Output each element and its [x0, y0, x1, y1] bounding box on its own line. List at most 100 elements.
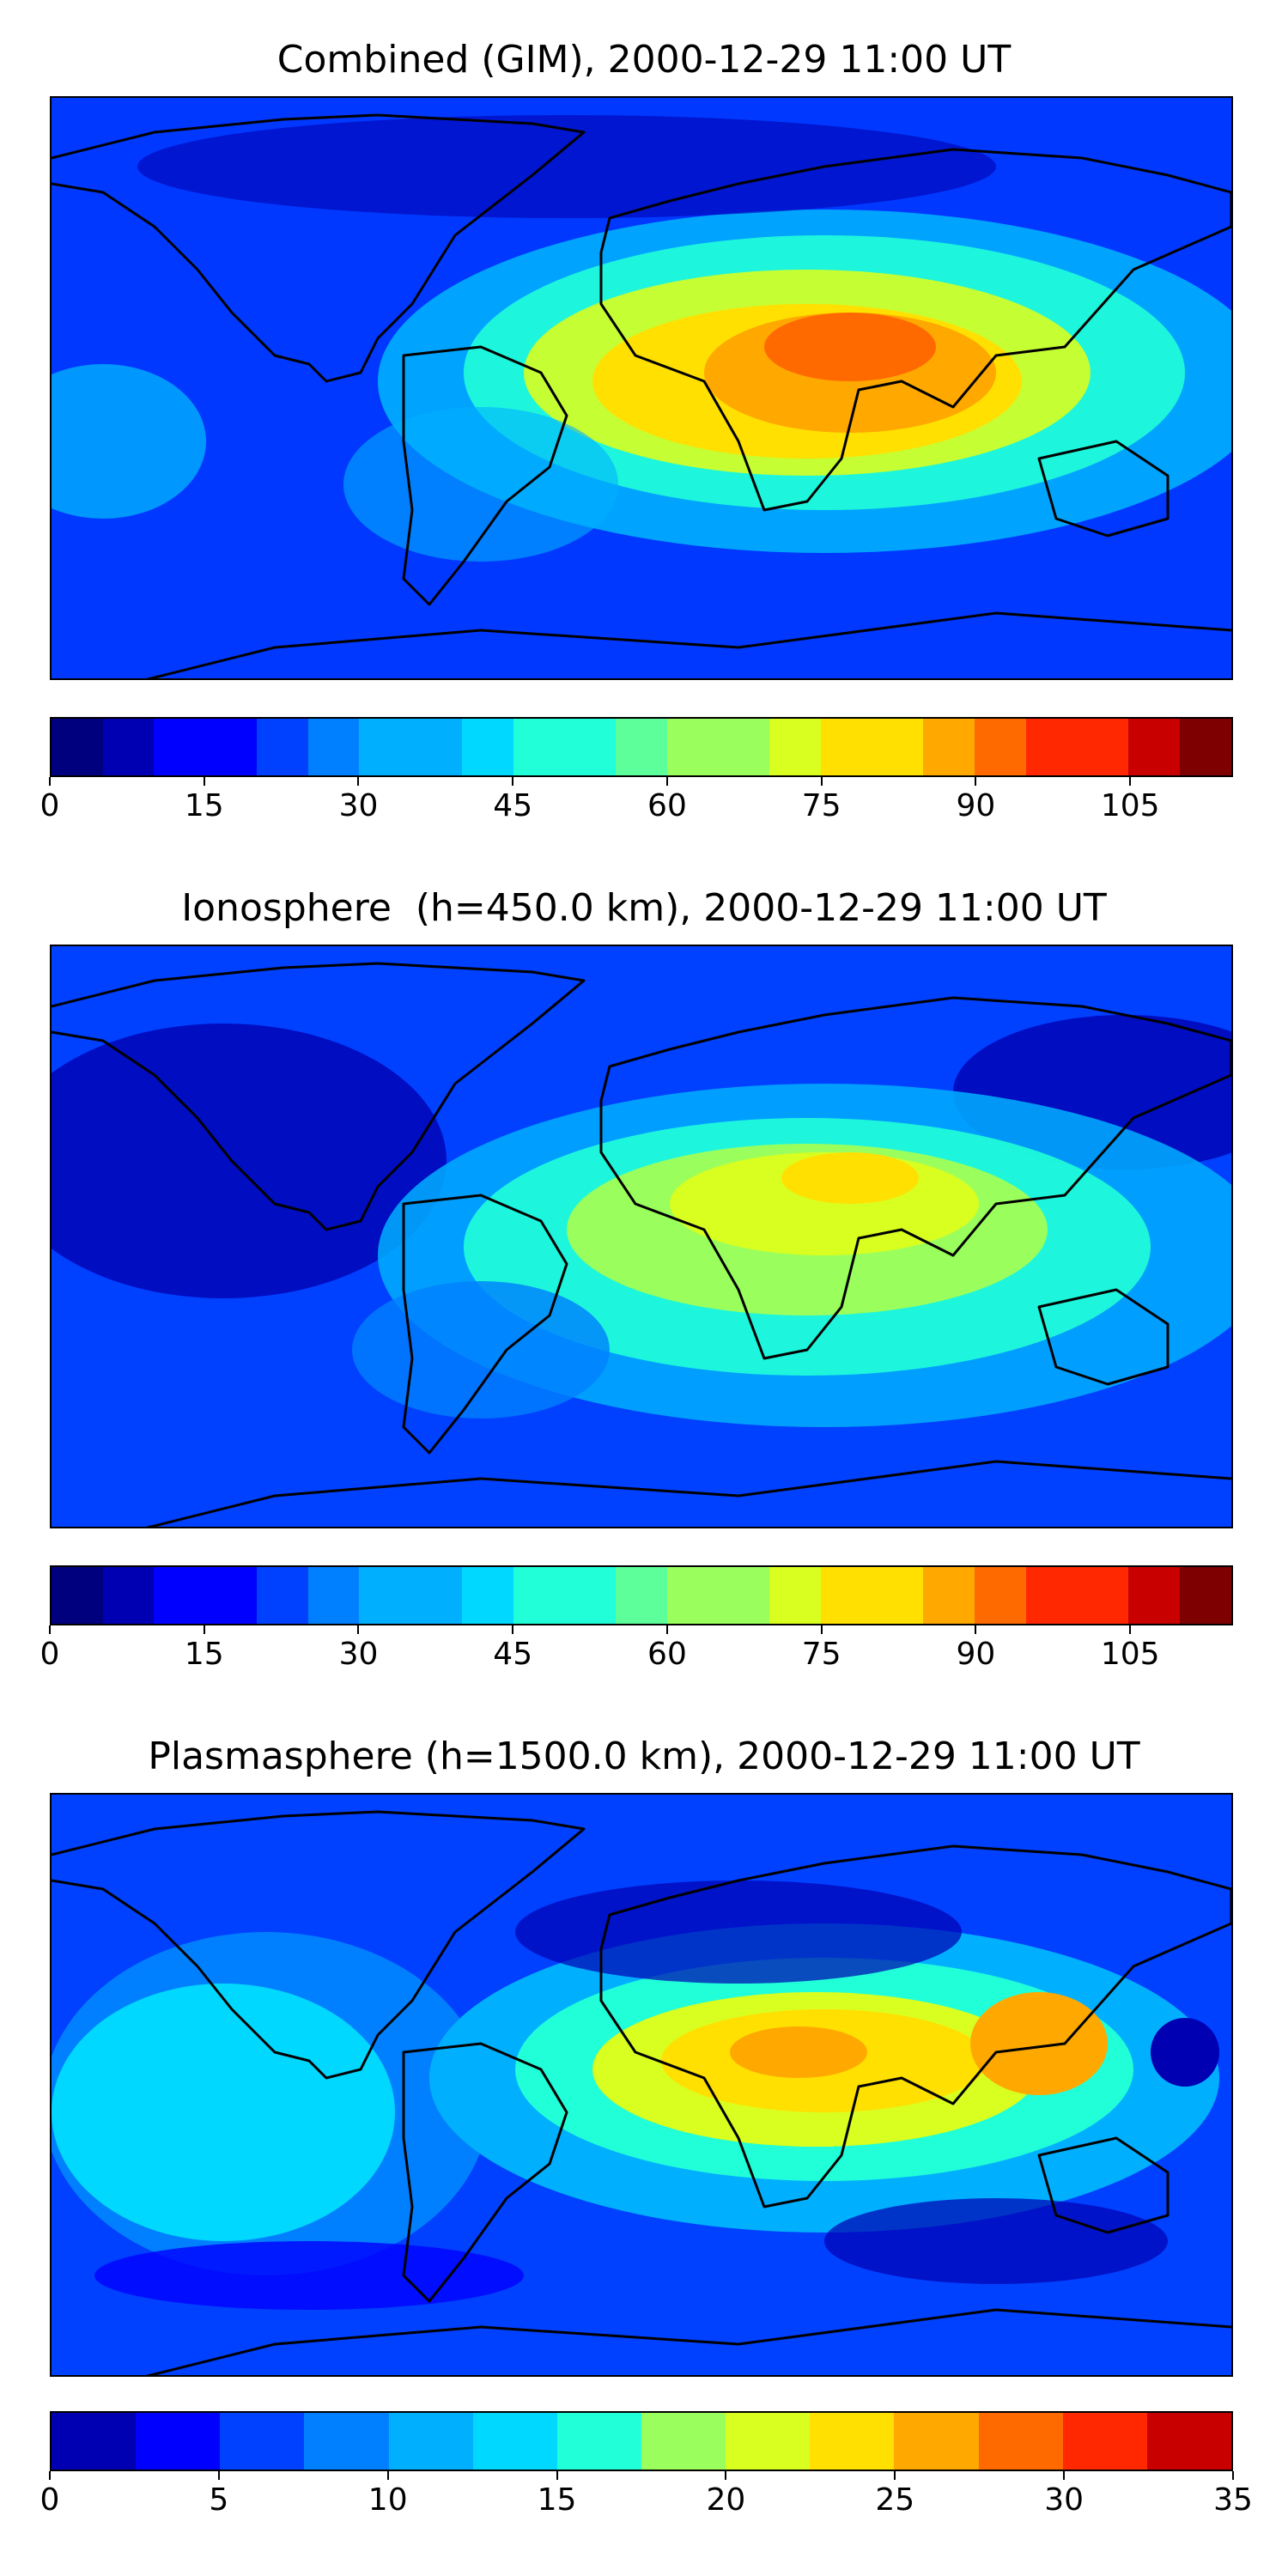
colorbar-segment: [1128, 1567, 1181, 1624]
colorbar-segment: [616, 1567, 667, 1624]
colorbar-segment: [102, 1567, 155, 1624]
panel-2-colorbar: [50, 1565, 1233, 1625]
colorbar-segment: [894, 2413, 979, 2470]
colorbar-tick: [975, 777, 977, 786]
colorbar-tick: [1063, 2471, 1066, 2480]
panel-3-colorbar: [50, 2411, 1233, 2471]
colorbar-tick-label: 15: [184, 1637, 224, 1672]
colorbar-tick-label: 60: [647, 788, 687, 823]
colorbar-segment: [769, 719, 822, 775]
colorbar-tick: [49, 2471, 51, 2480]
colorbar-tick: [512, 1625, 514, 1634]
colorbar-segment: [410, 1567, 462, 1624]
colorbar-segment: [872, 1567, 924, 1624]
colorbar-tick-label: 90: [956, 1637, 996, 1672]
colorbar-segment: [726, 2413, 811, 2470]
colorbar-segment: [1062, 2413, 1147, 2470]
colorbar-segment: [52, 719, 103, 775]
colorbar-segment: [472, 2413, 557, 2470]
panel-3-map: [50, 1793, 1233, 2377]
colorbar-segment: [666, 719, 719, 775]
colorbar-segment: [410, 719, 462, 775]
colorbar-segment: [564, 719, 617, 775]
colorbar-segment: [359, 719, 411, 775]
colorbar-segment: [205, 719, 257, 775]
colorbar-segment: [205, 1567, 257, 1624]
colorbar-tick: [386, 2471, 389, 2480]
colorbar-segment: [256, 719, 308, 775]
colorbar-segment: [513, 719, 565, 775]
colorbar-tick: [1129, 1625, 1132, 1634]
colorbar-tick: [820, 777, 823, 786]
colorbar-segment: [666, 1567, 719, 1624]
colorbar-segment: [718, 1567, 770, 1624]
colorbar-tick: [1232, 2471, 1234, 2480]
colorbar-segment: [810, 2413, 895, 2470]
panel-1-colorbar: [50, 717, 1233, 777]
colorbar-tick-label: 5: [209, 2482, 229, 2518]
colorbar-tick-label: 75: [801, 788, 841, 823]
colorbar-segment: [872, 719, 924, 775]
colorbar-segment: [304, 2413, 389, 2470]
colorbar-segment: [307, 1567, 360, 1624]
colorbar-segment: [102, 719, 155, 775]
colorbar-segment: [769, 1567, 822, 1624]
colorbar-tick-label: 90: [956, 788, 996, 823]
colorbar-segment: [975, 719, 1026, 775]
colorbar-tick: [820, 1625, 823, 1634]
panel-2-title: Ionosphere (h=450.0 km), 2000-12-29 11:0…: [181, 886, 1107, 930]
colorbar-segment: [978, 2413, 1063, 2470]
colorbar-tick-label: 105: [1100, 788, 1160, 823]
colorbar-tick: [556, 2471, 558, 2480]
panel-1-title: Combined (GIM), 2000-12-29 11:00 UT: [276, 38, 1012, 82]
colorbar-tick-label: 60: [647, 1637, 687, 1672]
colorbar-segment: [136, 2413, 221, 2470]
colorbar-tick: [49, 777, 51, 786]
colorbar-segment: [154, 1567, 206, 1624]
colorbar-tick: [665, 777, 668, 786]
colorbar-tick: [203, 1625, 205, 1634]
colorbar-segment: [1077, 1567, 1129, 1624]
colorbar-segment: [975, 1567, 1026, 1624]
colorbar-segment: [256, 1567, 308, 1624]
colorbar-tick: [203, 777, 205, 786]
colorbar-tick: [357, 777, 360, 786]
colorbar-tick-label: 30: [1044, 2482, 1084, 2518]
colorbar-segment: [220, 2413, 305, 2470]
colorbar-tick-label: 0: [39, 2482, 60, 2518]
colorbar-tick-label: 45: [493, 788, 533, 823]
colorbar-segment: [52, 2413, 137, 2470]
tec-map-ionosphere: [52, 946, 1231, 1527]
colorbar-segment: [821, 1567, 872, 1624]
colorbar-segment: [616, 719, 667, 775]
colorbar-tick-label: 20: [706, 2482, 746, 2518]
colorbar-segment: [461, 1567, 513, 1624]
colorbar-tick: [357, 1625, 360, 1634]
colorbar-tick: [975, 1625, 977, 1634]
colorbar-tick: [894, 2471, 896, 2480]
panel-1-map: [50, 96, 1233, 680]
colorbar-tick-label: 0: [39, 788, 60, 823]
colorbar-segment: [556, 2413, 641, 2470]
panel-3-title: Plasmasphere (h=1500.0 km), 2000-12-29 1…: [148, 1735, 1140, 1778]
colorbar-segment: [307, 719, 360, 775]
colorbar-segment: [718, 719, 770, 775]
tec-map-plasmasphere: [52, 1795, 1231, 2375]
colorbar-tick: [512, 777, 514, 786]
colorbar-tick-label: 45: [493, 1637, 533, 1672]
colorbar-segment: [359, 1567, 411, 1624]
colorbar-tick-label: 0: [39, 1637, 60, 1672]
colorbar-segment: [821, 719, 872, 775]
colorbar-segment: [1180, 719, 1231, 775]
colorbar-segment: [461, 719, 513, 775]
colorbar-tick: [1129, 777, 1132, 786]
panel-2-map: [50, 945, 1233, 1528]
colorbar-segment: [923, 719, 975, 775]
colorbar-tick-label: 75: [801, 1637, 841, 1672]
colorbar-tick-label: 10: [368, 2482, 408, 2518]
colorbar-tick: [217, 2471, 220, 2480]
colorbar-segment: [641, 2413, 726, 2470]
colorbar-tick-label: 30: [338, 1637, 379, 1672]
colorbar-segment: [1025, 719, 1078, 775]
colorbar-segment: [388, 2413, 473, 2470]
